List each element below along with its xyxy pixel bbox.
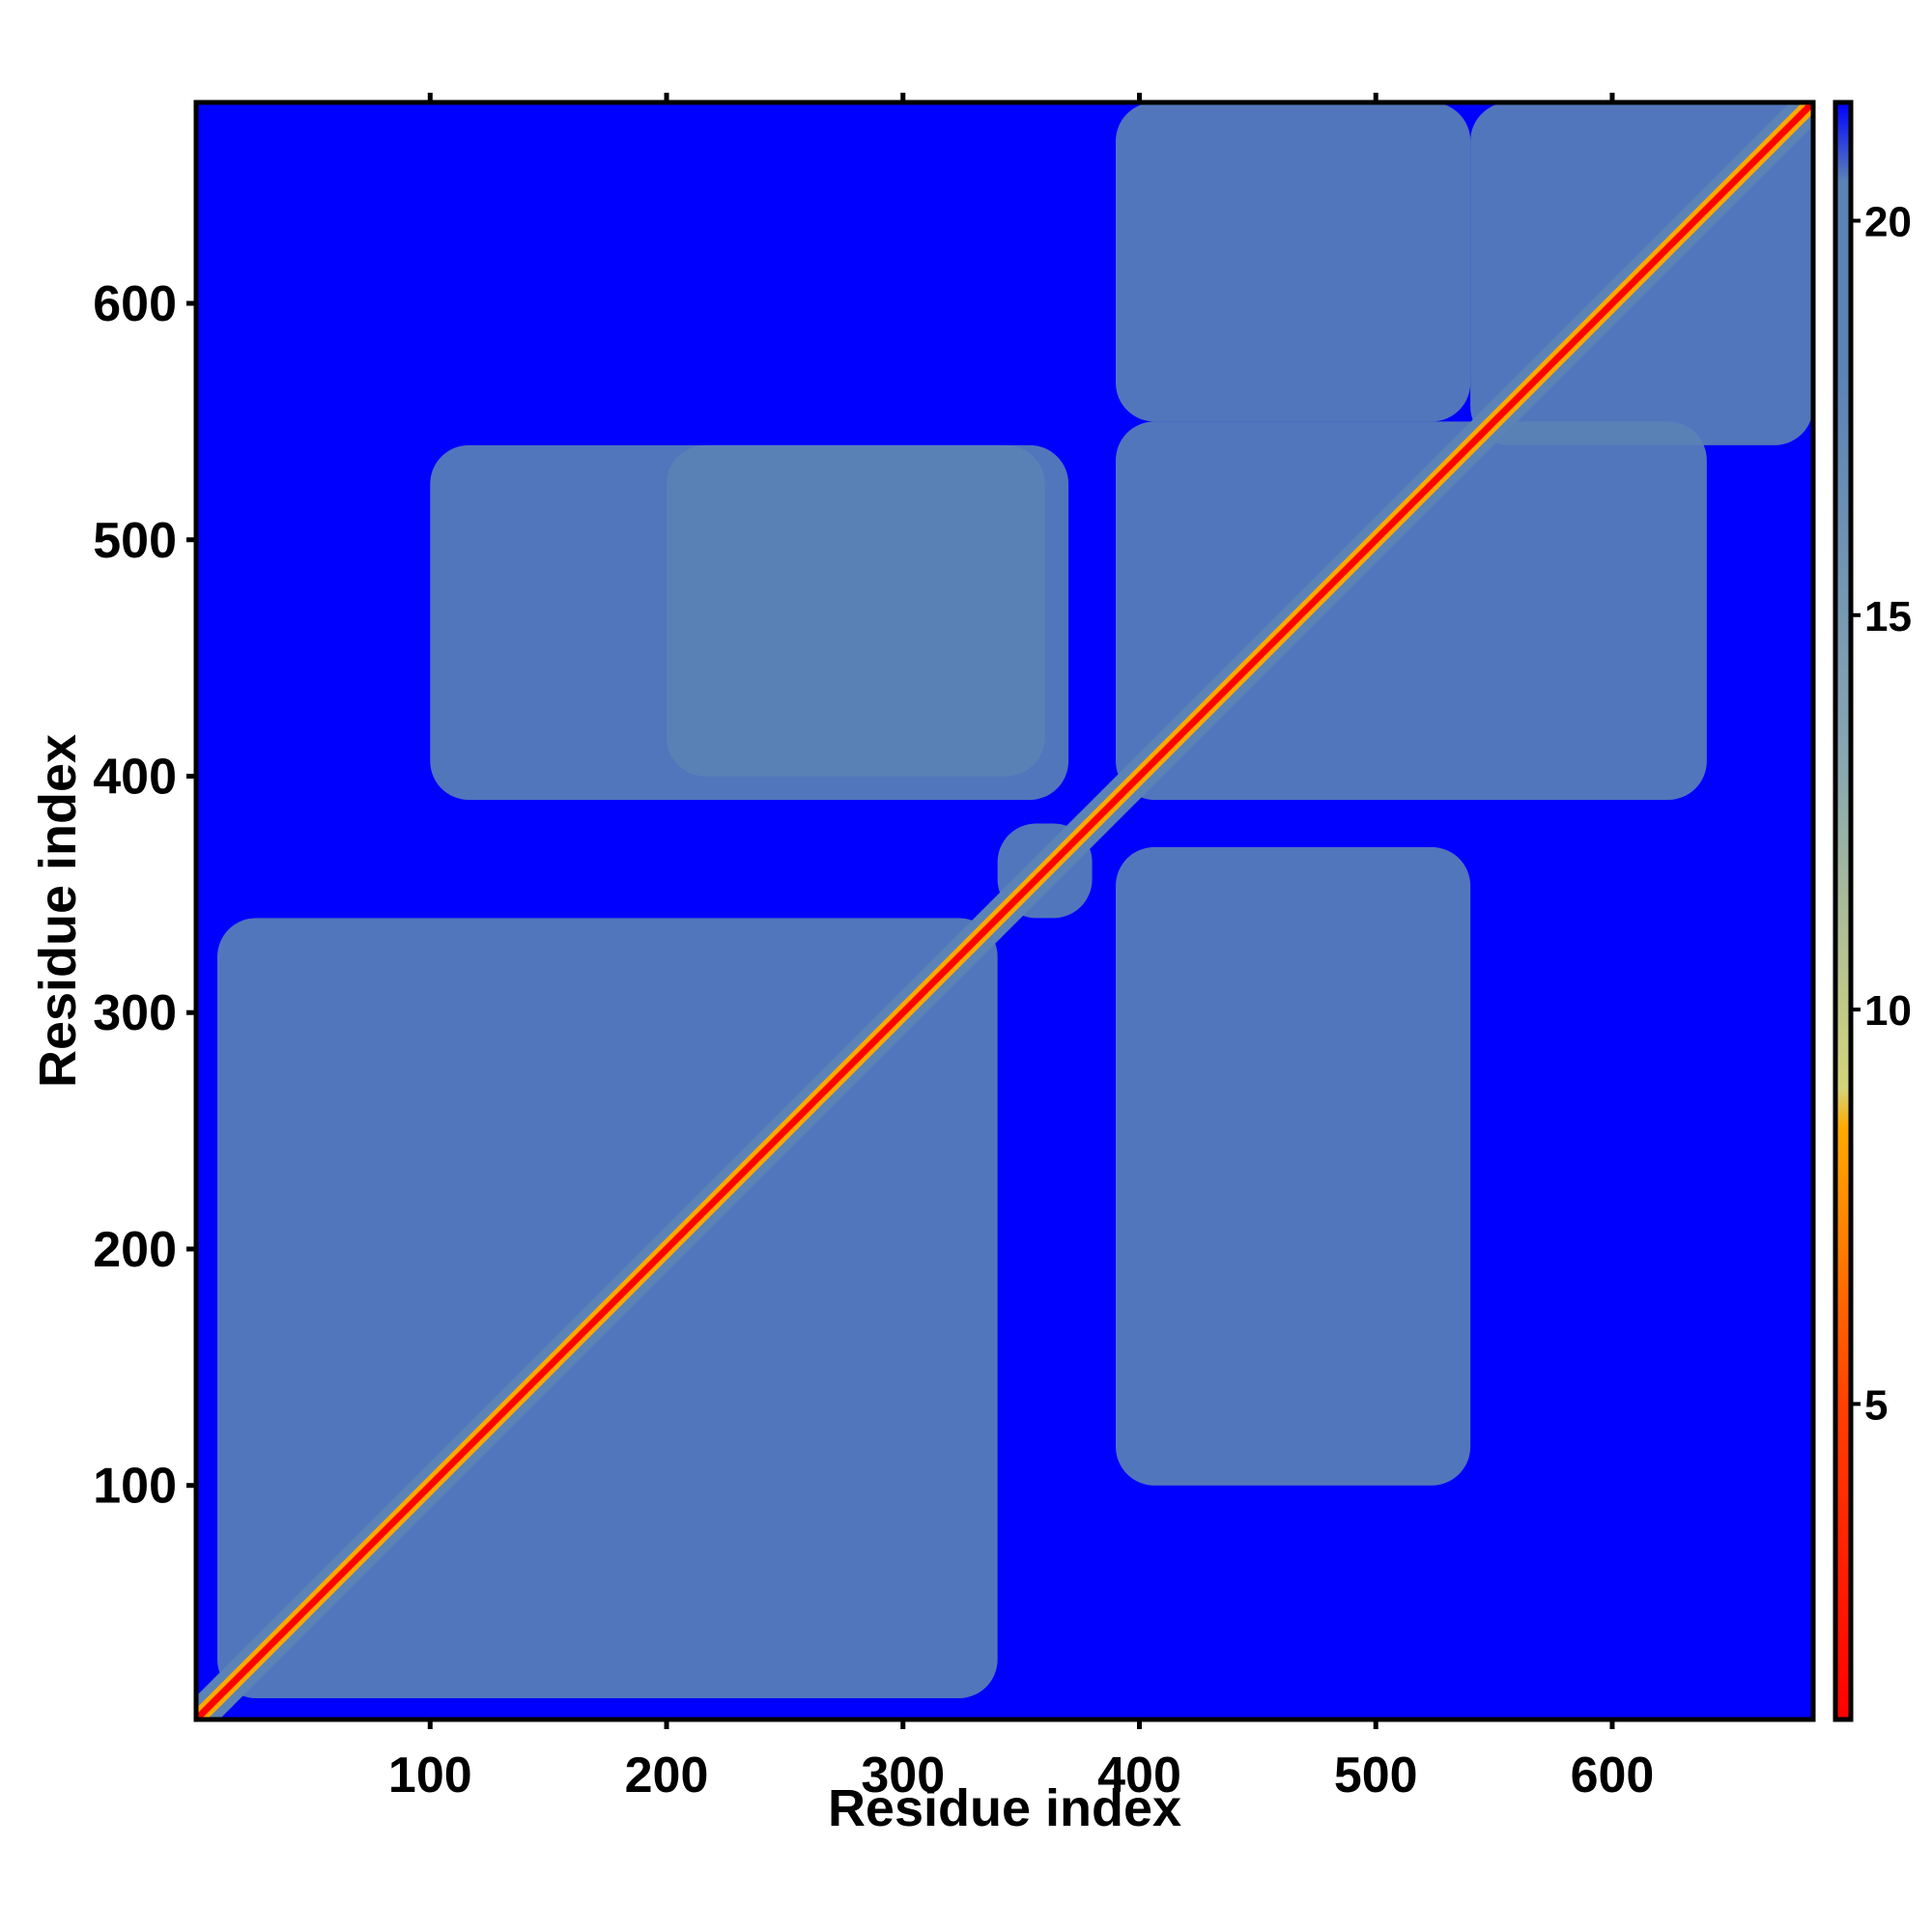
y-tick-label: 400 bbox=[93, 750, 177, 806]
x-axis-title: Residue index bbox=[828, 1779, 1181, 1837]
y-tick-label: 600 bbox=[93, 276, 177, 332]
colorbar bbox=[1833, 99, 1854, 1722]
colorbar-tick-label: 20 bbox=[1864, 198, 1912, 245]
colorbar-tick-label: 10 bbox=[1864, 987, 1912, 1035]
x-tick-label: 100 bbox=[388, 1747, 472, 1804]
contact-domain-6 bbox=[667, 444, 1045, 777]
y-axis-title: Residue index bbox=[29, 734, 87, 1088]
x-tick-label: 200 bbox=[625, 1747, 709, 1804]
y-tick-label: 300 bbox=[93, 985, 177, 1041]
x-tick-label: 300 bbox=[861, 1747, 945, 1804]
contact-domain-4 bbox=[1116, 846, 1471, 1486]
axis-ticks: 100 200 300 400 500 600 100 200 300 400 500 600 bbox=[93, 93, 1654, 1804]
x-tick-label: 600 bbox=[1571, 1747, 1655, 1804]
colorbar-tick-label: 15 bbox=[1864, 593, 1912, 640]
colorbar-tick-label: 5 bbox=[1864, 1381, 1888, 1429]
y-tick-label: 500 bbox=[93, 513, 177, 569]
x-tick-label: 500 bbox=[1334, 1747, 1418, 1804]
x-tick-label: 400 bbox=[1097, 1747, 1181, 1804]
y-tick-label: 200 bbox=[93, 1222, 177, 1278]
heatmap-cells bbox=[196, 102, 1813, 1719]
contact-domain-2 bbox=[1116, 421, 1707, 800]
main-diagonal bbox=[196, 102, 1813, 1719]
colorbar-ticks: 5 10 15 20 bbox=[1851, 198, 1912, 1429]
plot-frame bbox=[193, 99, 1816, 1722]
contact-domain-7 bbox=[1116, 102, 1471, 422]
y-tick-label: 100 bbox=[93, 1459, 177, 1515]
